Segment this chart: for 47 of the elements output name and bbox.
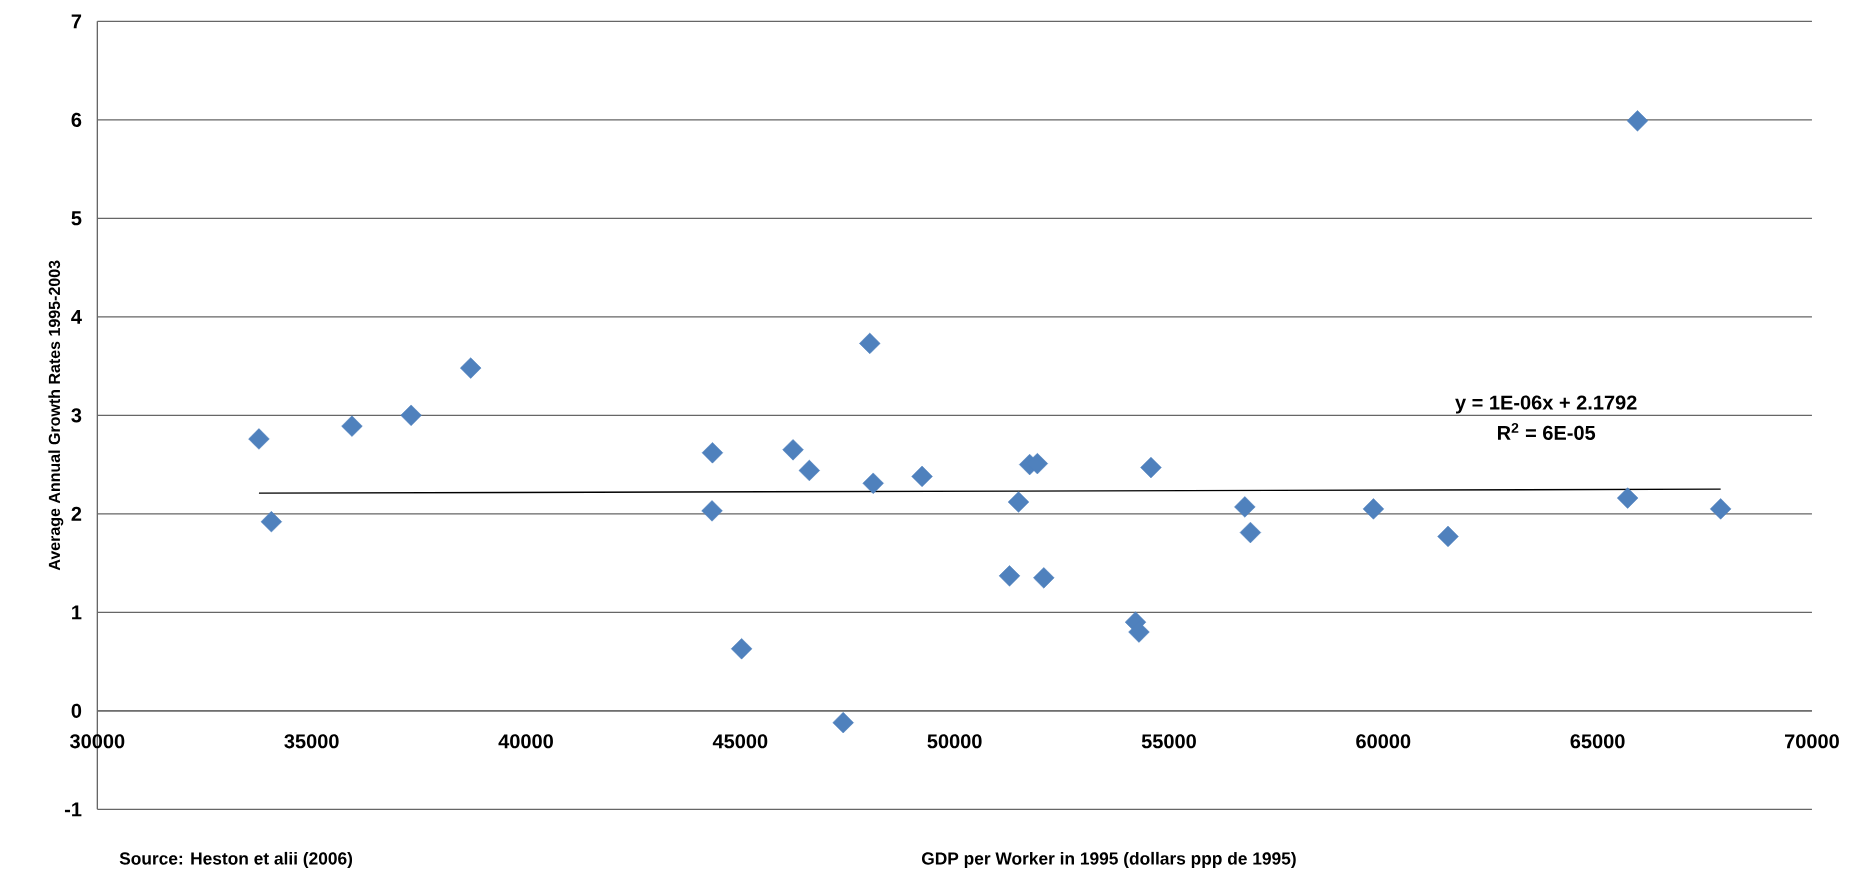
point	[1239, 521, 1262, 544]
x-tick-label: 40000	[498, 734, 553, 749]
point	[998, 565, 1021, 587]
point	[1710, 498, 1732, 520]
point	[460, 357, 482, 379]
point	[782, 439, 804, 461]
y-tick-label: 6	[71, 112, 82, 127]
annotation: R$^{2}$ = 6E-05	[1497, 423, 1596, 440]
y-tick-label: 4	[71, 309, 82, 324]
x-tick-label: 55000	[1141, 734, 1196, 749]
y-tick-label: 1	[72, 605, 82, 620]
x-tick-label: 65000	[1570, 734, 1625, 749]
point	[1437, 525, 1459, 548]
y-tick-label: 7	[71, 14, 82, 29]
y-tick-label: 5	[71, 211, 82, 226]
point	[832, 712, 854, 734]
y-tick-label: -1	[64, 802, 82, 817]
point	[1616, 487, 1639, 509]
point	[341, 415, 363, 437]
point	[730, 638, 753, 660]
point	[798, 459, 820, 482]
x-tick-label: 70000	[1784, 734, 1839, 749]
point	[260, 511, 283, 533]
point	[1626, 110, 1649, 132]
x-tick-label: 45000	[712, 734, 768, 749]
x-tick-label: 50000	[927, 734, 982, 749]
point	[1234, 496, 1256, 518]
x-tick-label: 60000	[1356, 734, 1411, 749]
point	[701, 442, 724, 464]
annotation: y = 1E-06x + 2.1792	[1455, 395, 1637, 414]
y-tick-label: 0	[71, 703, 82, 718]
x-axis-title: GDP per Worker in 1995 (dollars ppp de 1995)	[921, 851, 1296, 869]
source-note: Source: Heston et alii (2006)	[119, 851, 353, 869]
y-tick-label: 2	[71, 506, 82, 521]
point	[1033, 567, 1055, 589]
point	[1362, 498, 1385, 520]
point	[1140, 456, 1162, 479]
point	[911, 465, 933, 488]
y-tick-label: 3	[71, 408, 82, 423]
y-axis-title: Average Annual Growth Rates 1995-2003	[48, 260, 64, 571]
point	[701, 500, 723, 522]
point	[859, 332, 881, 355]
point	[1007, 491, 1030, 513]
point	[248, 428, 270, 450]
x-tick-label: 35000	[284, 734, 339, 749]
point	[862, 472, 884, 494]
point	[400, 404, 422, 426]
